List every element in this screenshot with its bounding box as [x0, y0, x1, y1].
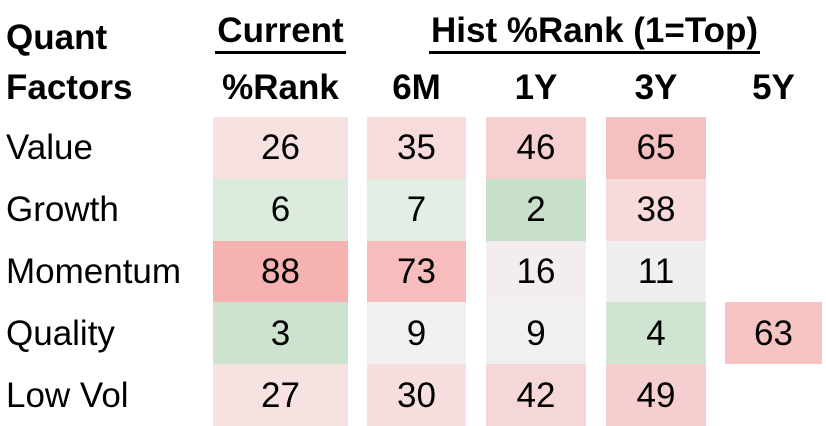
cell-value-current: 26	[213, 117, 348, 179]
cell-lowvol-current: 27	[213, 364, 348, 426]
cell-quality-6m: 9	[367, 302, 466, 365]
row-label-quality: Quality	[6, 313, 115, 353]
cell-momentum-current: 88	[213, 240, 348, 303]
col-header-5y: 5Y	[752, 68, 795, 107]
cell-momentum-3y: 11	[606, 240, 706, 303]
cell-growth-6m: 7	[367, 178, 466, 241]
cell-lowvol-1y: 42	[486, 364, 586, 426]
cell-momentum-1y: 16	[486, 240, 586, 303]
hist-group-header-text: Hist %Rank (1=Top)	[428, 13, 761, 54]
current-group-header: Current	[213, 0, 348, 58]
cell-momentum-6m: 73	[367, 240, 466, 303]
cell-value-3y: 65	[606, 117, 706, 179]
row-label-value: Value	[6, 128, 93, 168]
table-title-line2: Factors	[6, 68, 133, 107]
cell-quality-3y: 4	[606, 302, 706, 365]
cell-value-6m: 35	[367, 117, 466, 179]
col-header-1y: 1Y	[514, 68, 558, 107]
table-title-line1: Quant	[6, 17, 108, 57]
row-label-momentum: Momentum	[6, 251, 182, 291]
cell-lowvol-3y: 49	[606, 364, 706, 426]
cell-quality-5y: 63	[725, 302, 822, 365]
col-header-3y: 3Y	[634, 68, 678, 107]
hist-group-header: Hist %Rank (1=Top)	[367, 0, 822, 58]
current-group-header-text: Current	[215, 13, 346, 54]
cell-lowvol-6m: 30	[367, 364, 466, 426]
cell-quality-current: 3	[213, 302, 348, 365]
row-label-growth: Growth	[6, 190, 119, 230]
cell-growth-current: 6	[213, 178, 348, 241]
col-header-6m: 6M	[392, 68, 441, 107]
cell-quality-1y: 9	[486, 302, 586, 365]
cell-growth-1y: 2	[486, 178, 586, 241]
col-header-pctrank: %Rank	[222, 68, 339, 107]
cell-value-1y: 46	[486, 117, 586, 179]
row-label-lowvol: Low Vol	[6, 375, 129, 415]
cell-growth-3y: 38	[606, 178, 706, 241]
